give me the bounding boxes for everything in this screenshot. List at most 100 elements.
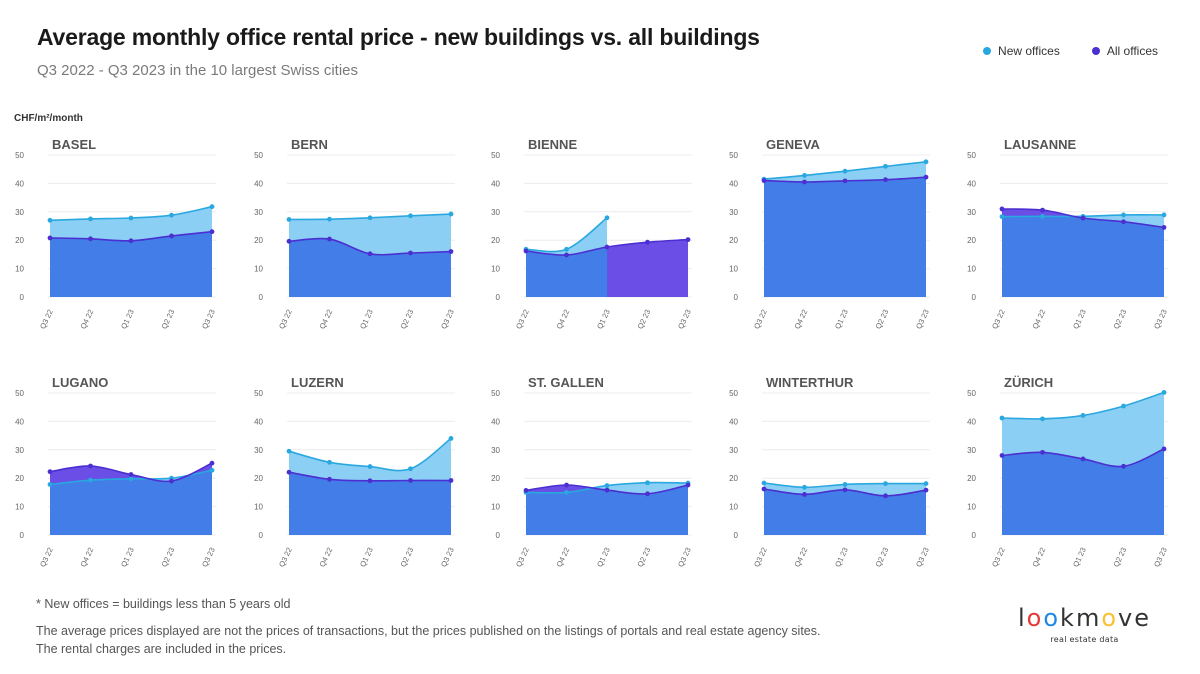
point-all-offices — [999, 206, 1005, 212]
x-tick-label: Q2 23 — [160, 308, 177, 330]
legend-label-new: New offices — [998, 44, 1060, 58]
chart-title-lausanne: LAUSANNE — [1004, 137, 1077, 152]
point-new-offices — [999, 415, 1005, 421]
x-tick-label: Q2 23 — [874, 308, 891, 330]
y-tick-label: 20 — [15, 236, 24, 245]
point-new-offices — [564, 490, 569, 495]
point-all-offices — [802, 179, 807, 185]
area-all-offices — [764, 177, 926, 297]
point-all-offices — [286, 238, 292, 244]
logo-letter: e — [1134, 604, 1151, 632]
y-tick-label: 10 — [729, 265, 738, 274]
point-new-offices — [408, 213, 413, 219]
x-tick-label: Q3 23 — [439, 308, 456, 330]
y-tick-label: 50 — [729, 389, 738, 398]
point-all-offices — [367, 251, 373, 257]
x-tick-label: Q3 23 — [1152, 308, 1169, 330]
logo-tagline: real estate data — [1050, 635, 1119, 644]
x-tick-label: Q3 22 — [514, 308, 531, 330]
y-tick-label: 50 — [15, 389, 24, 398]
chart-lugano: LUGANO 0 10 20 30 40 50 Q3 22 Q4 22 Q1 23 Q2 23 Q3 … — [15, 375, 217, 568]
chart-st-gallen: ST. GALLEN 0 10 20 30 40 50 Q3 22 Q4 22 Q1 23 Q2 2… — [491, 375, 693, 568]
point-all-offices — [1121, 219, 1126, 225]
point-all-offices — [1080, 456, 1086, 462]
point-new-offices — [209, 467, 215, 473]
y-tick-label: 40 — [15, 417, 24, 426]
point-new-offices — [564, 246, 569, 252]
logo-letter: v — [1118, 604, 1135, 632]
y-tick-label: 20 — [729, 236, 738, 245]
logo-letter: l — [1018, 604, 1027, 632]
chart-title-st-gallen: ST. GALLEN — [528, 375, 604, 390]
y-tick-label: 30 — [967, 208, 976, 217]
point-all-offices — [999, 453, 1005, 458]
point-new-offices — [327, 216, 332, 222]
y-tick-label: 30 — [491, 446, 500, 455]
point-new-offices — [448, 436, 454, 441]
chart-title-bienne: BIENNE — [528, 137, 577, 152]
x-tick-label: Q2 23 — [1112, 308, 1129, 330]
point-all-offices — [286, 469, 292, 475]
legend-dot-new-icon — [983, 47, 992, 55]
y-tick-label: 0 — [972, 293, 977, 302]
y-tick-label: 0 — [496, 293, 501, 302]
x-tick-label: Q3 23 — [914, 308, 931, 330]
x-tick-label: Q3 23 — [676, 546, 693, 568]
y-tick-label: 10 — [729, 503, 738, 512]
chart-winterthur: WINTERTHUR 0 10 20 30 40 50 Q3 22 Q4 22 Q1 23 Q2 2… — [729, 375, 931, 568]
point-all-offices — [128, 472, 134, 477]
point-all-offices — [128, 238, 134, 244]
point-all-offices — [923, 487, 929, 493]
x-tick-label: Q3 22 — [277, 308, 294, 330]
point-all-offices — [367, 478, 373, 484]
chart-title-luzern: LUZERN — [291, 375, 344, 390]
chart-luzern: LUZERN 0 10 20 30 40 50 Q3 22 Q4 22 Q1 23 Q2 23 Q3 … — [254, 375, 456, 568]
x-tick-label: Q2 23 — [399, 546, 416, 568]
point-all-offices — [448, 249, 454, 254]
point-all-offices — [1080, 215, 1086, 221]
lookmove-logo: lookmove real estate data — [1018, 604, 1151, 644]
x-tick-label: Q4 22 — [555, 308, 572, 330]
point-all-offices — [685, 237, 691, 243]
point-new-offices — [1040, 416, 1045, 422]
logo-letter: k — [1060, 604, 1076, 632]
y-tick-label: 50 — [254, 389, 263, 398]
legend: New offices All offices — [983, 44, 1158, 58]
x-tick-label: Q2 23 — [874, 546, 891, 568]
point-new-offices — [802, 173, 807, 178]
y-tick-label: 50 — [491, 389, 500, 398]
x-tick-label: Q1 23 — [833, 308, 850, 330]
point-new-offices — [1040, 213, 1045, 219]
x-tick-label: Q3 23 — [200, 546, 217, 568]
point-new-offices — [47, 482, 53, 487]
x-tick-label: Q2 23 — [399, 308, 416, 330]
legend-item-all-offices[interactable]: All offices — [1091, 44, 1158, 58]
y-tick-label: 10 — [967, 503, 976, 512]
x-tick-label: Q1 23 — [595, 546, 612, 568]
point-new-offices — [604, 483, 610, 488]
point-all-offices — [1161, 225, 1167, 230]
point-all-offices — [523, 248, 529, 254]
y-tick-label: 20 — [729, 474, 738, 483]
x-tick-label: Q1 23 — [833, 546, 850, 568]
point-new-offices — [327, 459, 332, 465]
point-all-offices — [327, 236, 332, 242]
y-tick-label: 10 — [15, 503, 24, 512]
chart-title-winterthur: WINTERTHUR — [766, 375, 854, 390]
x-tick-label: Q3 22 — [752, 546, 769, 568]
y-tick-label: 40 — [729, 179, 738, 188]
y-tick-label: 50 — [967, 151, 976, 160]
x-tick-label: Q3 23 — [439, 546, 456, 568]
x-tick-label: Q3 23 — [1152, 546, 1169, 568]
point-all-offices — [1121, 463, 1126, 469]
legend-item-new-offices[interactable]: New offices — [983, 44, 1060, 58]
y-tick-label: 20 — [491, 236, 500, 245]
x-tick-label: Q4 22 — [793, 546, 810, 568]
area-all-offices — [1002, 448, 1164, 535]
chart-title-bern: BERN — [291, 137, 328, 152]
point-new-offices — [286, 217, 292, 222]
point-all-offices — [327, 476, 332, 482]
chart-bern: BERN 0 10 20 30 40 50 Q3 22 Q4 22 Q1 23 Q2 23 Q3 23 — [254, 137, 456, 330]
logo-wordmark: lookmove — [1018, 604, 1151, 632]
chart-z-rich: ZÜRICH 0 10 20 30 40 50 Q3 22 Q4 22 Q1 23 Q2 23 Q3 … — [967, 375, 1169, 568]
